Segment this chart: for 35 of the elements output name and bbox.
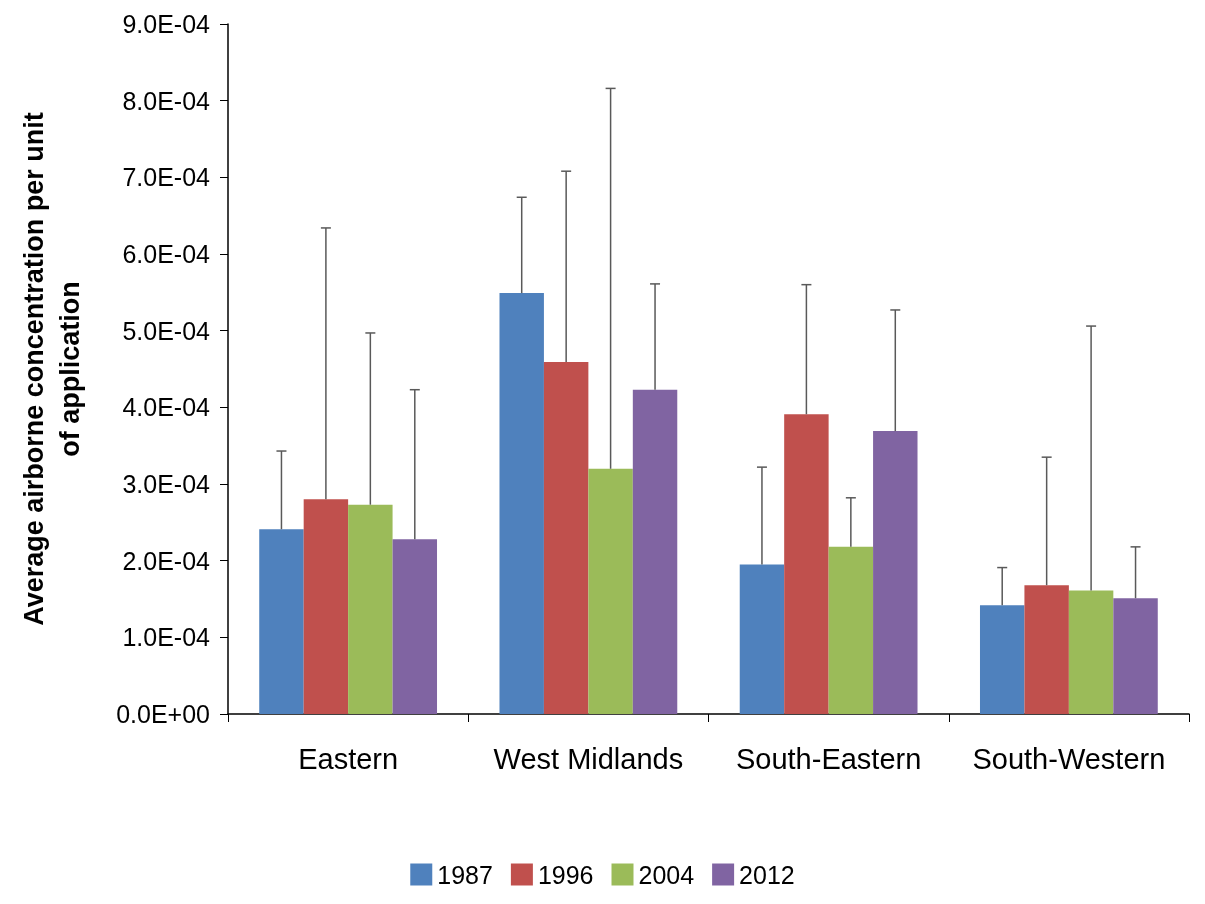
y-tick-label: 4.0E-04 <box>122 393 211 422</box>
bar <box>739 564 785 714</box>
bar <box>588 468 633 714</box>
x-tick-label: South-Western <box>972 742 1166 775</box>
bar <box>828 546 874 714</box>
bar <box>543 362 589 714</box>
bar <box>1068 590 1114 714</box>
bar <box>979 605 1025 714</box>
y-tick-label: 7.0E-04 <box>122 163 211 192</box>
legend-label: 2012 <box>739 860 795 889</box>
y-tick-label: 6.0E-04 <box>122 240 211 268</box>
y-tick-label: 9.0E-04 <box>122 10 211 38</box>
x-tick-label: West Midlands <box>493 742 684 775</box>
bar <box>499 293 544 714</box>
bar <box>392 539 438 714</box>
y-tick-label: 2.0E-04 <box>122 546 211 575</box>
x-tick-label: Eastern <box>298 742 399 775</box>
y-tick-label: 8.0E-04 <box>122 86 211 115</box>
bar <box>873 431 918 714</box>
y-axis-title: Average airborne concentration per unit of application <box>19 112 85 626</box>
y-tick-label: 0.0E+00 <box>116 700 210 728</box>
bar <box>259 529 304 714</box>
y-tick-label: 3.0E-04 <box>122 470 211 498</box>
legend-label: 2004 <box>638 860 695 889</box>
bar <box>632 389 678 714</box>
bar <box>1024 585 1069 714</box>
bar <box>348 504 393 714</box>
y-tick-label: 1.0E-04 <box>122 623 211 652</box>
bar <box>1113 598 1158 714</box>
bar <box>784 414 829 714</box>
x-tick-label: South-Eastern <box>735 742 922 775</box>
legend-label: 1996 <box>537 860 594 889</box>
legend-label: 1987 <box>437 860 493 889</box>
bar <box>303 499 349 714</box>
y-tick-label: 5.0E-04 <box>122 316 211 345</box>
